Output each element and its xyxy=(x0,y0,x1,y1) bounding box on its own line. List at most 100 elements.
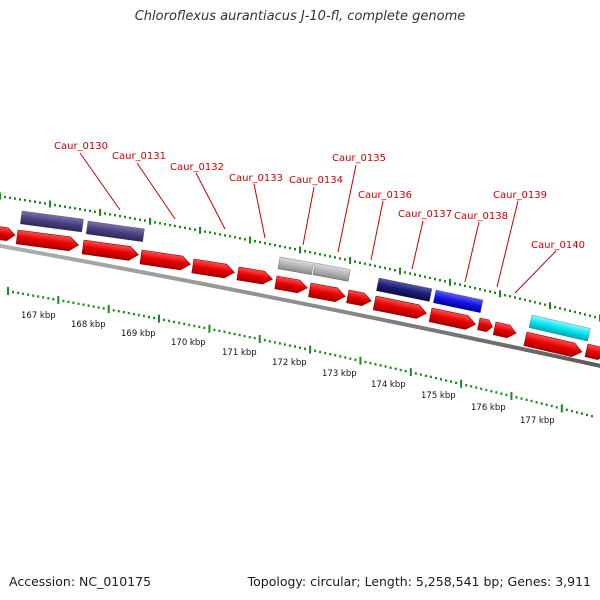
leader-line xyxy=(136,162,176,220)
major-tick xyxy=(258,335,261,343)
minor-tick xyxy=(234,236,236,239)
locus-label: Caur_0136 xyxy=(358,190,412,201)
lower-scale-ticks xyxy=(7,287,593,418)
minor-tick xyxy=(94,210,96,213)
minor-tick xyxy=(354,358,357,361)
forward-strand-genes xyxy=(0,225,600,360)
minor-tick xyxy=(62,299,65,303)
minor-tick xyxy=(349,357,352,360)
minor-tick xyxy=(429,276,431,280)
minor-tick xyxy=(289,247,291,250)
minor-tick xyxy=(34,200,36,203)
minor-tick xyxy=(434,376,437,380)
minor-tick xyxy=(559,307,561,310)
minor-tick xyxy=(37,295,40,298)
minor-tick xyxy=(495,391,498,394)
minor-tick xyxy=(404,369,407,373)
minor-tick xyxy=(569,309,571,312)
minor-tick xyxy=(584,313,586,316)
minor-tick xyxy=(12,290,14,294)
minor-tick xyxy=(374,363,377,366)
major-tick xyxy=(349,256,351,264)
minor-tick xyxy=(44,202,46,205)
locus-label: Caur_0130 xyxy=(54,141,108,152)
minor-tick xyxy=(394,367,397,370)
major-tick xyxy=(299,246,301,254)
minor-tick xyxy=(424,374,427,377)
minor-tick xyxy=(339,257,341,260)
minor-tick xyxy=(474,287,476,290)
minor-tick xyxy=(394,269,396,272)
minor-tick xyxy=(494,291,496,294)
minor-tick xyxy=(248,335,251,339)
minor-tick xyxy=(545,403,548,406)
minor-tick xyxy=(479,288,481,291)
scale-label: 173 kbp xyxy=(322,369,357,379)
minor-tick xyxy=(434,277,436,281)
minor-tick xyxy=(203,326,206,330)
minor-tick xyxy=(554,305,556,309)
minor-tick xyxy=(404,271,406,274)
minor-tick xyxy=(489,290,491,293)
major-tick xyxy=(560,404,563,413)
minor-tick xyxy=(334,256,336,259)
minor-tick xyxy=(119,214,121,218)
locus-labels: Caur_0130 Caur_0131 Caur_0132 Caur_0133 … xyxy=(54,141,585,251)
minor-tick xyxy=(84,208,86,212)
minor-tick xyxy=(539,302,541,305)
gray-gene-box xyxy=(312,262,351,282)
leader-line xyxy=(253,183,266,239)
minor-tick xyxy=(389,366,392,369)
minor-tick xyxy=(64,205,66,208)
leader-line xyxy=(370,200,384,261)
leader-line xyxy=(337,164,357,253)
minor-tick xyxy=(469,285,471,289)
minor-tick xyxy=(82,303,85,306)
minor-tick xyxy=(189,227,191,230)
minor-tick xyxy=(424,275,426,278)
minor-tick xyxy=(104,212,106,215)
forward-gene-arrow xyxy=(191,258,235,279)
minor-tick xyxy=(344,258,346,261)
minor-tick xyxy=(524,298,526,302)
major-tick xyxy=(49,200,51,208)
minor-tick xyxy=(92,305,95,308)
minor-tick xyxy=(263,339,266,342)
minor-tick xyxy=(47,297,50,300)
forward-gene-arrow xyxy=(523,331,583,357)
major-tick xyxy=(158,314,160,323)
minor-tick xyxy=(294,248,296,251)
minor-tick xyxy=(214,232,216,235)
minor-tick xyxy=(379,364,382,367)
minor-tick xyxy=(550,404,553,408)
minor-tick xyxy=(519,297,521,300)
minor-tick xyxy=(454,282,456,285)
minor-tick xyxy=(319,253,321,256)
leader-line xyxy=(514,250,557,294)
minor-tick xyxy=(514,296,516,299)
minor-tick xyxy=(535,401,538,404)
minor-tick xyxy=(470,385,473,388)
major-tick xyxy=(0,192,1,200)
minor-tick xyxy=(304,347,306,350)
major-tick xyxy=(499,290,501,298)
locus-label: Caur_0140 xyxy=(531,240,585,251)
minor-tick xyxy=(455,381,458,384)
forward-gene-arrow xyxy=(372,295,428,319)
forward-gene-arrow xyxy=(0,225,16,241)
locus-label: Caur_0134 xyxy=(289,175,343,186)
scale-label: 175 kbp xyxy=(421,391,456,401)
minor-tick xyxy=(89,209,91,213)
forward-gene-arrow xyxy=(81,239,139,261)
minor-tick xyxy=(490,390,493,393)
forward-gene-arrow xyxy=(15,229,80,252)
minor-tick xyxy=(324,351,327,355)
minor-tick xyxy=(164,223,166,226)
minor-tick xyxy=(204,230,206,233)
minor-tick xyxy=(148,315,150,319)
minor-tick xyxy=(122,311,125,314)
minor-tick xyxy=(520,397,523,400)
minor-tick xyxy=(314,349,317,353)
minor-tick xyxy=(77,302,80,305)
leader-line xyxy=(464,221,480,283)
